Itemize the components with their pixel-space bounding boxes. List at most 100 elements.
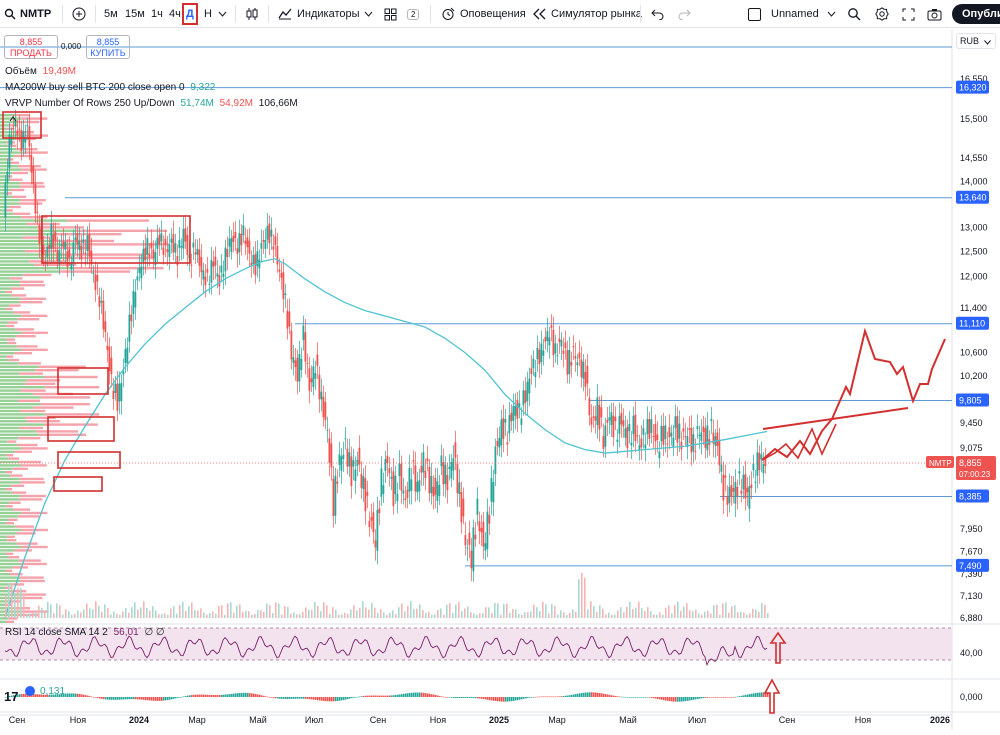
level-price-tag (956, 489, 989, 503)
candle-body (290, 330, 293, 360)
ao-bar (535, 696, 537, 698)
ao-bar (241, 692, 243, 697)
indicators-button[interactable]: Индикаторы (278, 0, 360, 28)
candle-body (270, 229, 273, 237)
candle-body (376, 509, 379, 551)
volume-profile-down-bar (44, 386, 100, 389)
rsi-legend[interactable]: RSI 14 close SMA 14 2 56,01 ∅ ∅ (5, 627, 165, 638)
timeframe-dropdown[interactable] (218, 0, 227, 28)
timeframe-4h[interactable]: 4ч (169, 8, 181, 20)
candle-body (122, 371, 125, 375)
ao-bar (643, 697, 645, 698)
volume-profile-up-bar (0, 556, 9, 559)
ao-bar (263, 695, 265, 697)
ao-bar (757, 692, 759, 697)
candle-body (554, 343, 557, 354)
candle-body (166, 249, 169, 252)
candle-body (674, 416, 677, 429)
snapshot-button[interactable] (927, 0, 942, 28)
candle-body (136, 276, 139, 281)
candle-body (684, 436, 687, 438)
volume-legend[interactable]: Объём 19,49M (5, 66, 76, 77)
ao-bar (617, 696, 619, 697)
ao-bar (163, 697, 165, 701)
timeframe-15m[interactable]: 15м (125, 8, 145, 20)
volume-profile-up-bar (0, 341, 8, 345)
fullscreen-button[interactable] (902, 0, 915, 28)
sell-button[interactable]: 8,855 ПРОДАТЬ (4, 35, 58, 59)
chart-type-button[interactable] (245, 0, 259, 28)
volume-bar (512, 608, 514, 618)
ma-legend[interactable]: MA200W buy sell BTC 200 close open 0 9,3… (5, 82, 215, 93)
volume-bar (152, 606, 154, 618)
volume-bar (524, 612, 526, 618)
y-tick-label: 6,880 (960, 613, 983, 623)
quick-search-button[interactable] (847, 0, 861, 28)
candle-body (728, 486, 731, 504)
currency-selector[interactable]: RUB (956, 33, 996, 49)
spread-value: 0,000 (61, 42, 82, 51)
candle-body (664, 425, 667, 440)
ao-bar (63, 693, 65, 697)
volume-bar (191, 602, 193, 618)
volume-profile-up-bar (0, 178, 11, 181)
chart-canvas[interactable]: 16,550 15,500 14,550 14,000 13,000 12,500 12,0… (0, 29, 1000, 730)
candle-body (502, 418, 505, 439)
candle-body (540, 343, 543, 363)
undo-button[interactable] (651, 0, 664, 28)
volume-bar (767, 613, 769, 618)
ao-bar (479, 697, 481, 699)
annotation-box (2, 111, 42, 139)
ao-bar (33, 694, 35, 697)
volume-profile-up-bar (0, 545, 22, 549)
ao-bar (181, 696, 183, 698)
ao-bar (173, 697, 175, 699)
redo-button[interactable] (678, 0, 691, 28)
volume-bar (110, 614, 112, 618)
volume-profile-down-bar (19, 576, 44, 579)
volume-profile-up-bar (0, 154, 15, 158)
volume-bar (641, 608, 643, 618)
replay-button[interactable]: Симулятор рынка (532, 0, 642, 28)
ao-bar (651, 697, 653, 698)
ao-legend[interactable]: 0,131 (40, 686, 65, 697)
volume-bar (287, 606, 289, 618)
candles-icon (246, 8, 258, 20)
compare-button[interactable] (72, 0, 86, 28)
candle-body (582, 361, 585, 379)
ao-bar (161, 697, 163, 701)
indicators-dropdown[interactable] (364, 0, 373, 28)
volume-profile-down-bar (73, 267, 164, 270)
ao-bar (465, 697, 467, 698)
candle-body (14, 120, 17, 127)
alerts-button[interactable]: Оповещения (441, 0, 526, 28)
ao-bar (593, 692, 595, 697)
volume-bar (95, 601, 97, 618)
timeframe-5m[interactable]: 5м (104, 8, 118, 20)
publish-button[interactable]: Опублик (952, 4, 1000, 24)
volume-profile-down-bar (7, 518, 18, 521)
settings-button[interactable] (875, 0, 889, 28)
volume-bar (722, 603, 724, 618)
ao-bar (369, 695, 371, 697)
vrvp-legend[interactable]: VRVP Number Of Rows 250 Up/Down 51,74M 5… (5, 98, 298, 109)
volume-profile-up-bar (0, 260, 30, 263)
symbol-search[interactable]: NMTP (4, 0, 51, 28)
timeframe-1h[interactable]: 1ч (151, 8, 163, 20)
timeframe-day[interactable]: Д (182, 3, 198, 25)
candle-body (412, 460, 415, 462)
candle-body (534, 372, 537, 377)
volume-profile-down-bar (20, 297, 46, 300)
x-axis-label: 2024 (129, 715, 149, 725)
layout-name-button[interactable]: Unnamed (748, 0, 836, 28)
ao-bar (107, 697, 109, 700)
layouts-button[interactable]: 2 (384, 0, 420, 28)
candle-body (380, 468, 383, 497)
buy-button[interactable]: 8,855 КУПИТЬ (86, 35, 130, 59)
candle-body (366, 492, 369, 496)
countdown-label: 07:00:23 (959, 470, 991, 479)
candle-body (446, 475, 449, 491)
volume-profile-down-bar (10, 178, 23, 181)
timeframe-week[interactable]: Н (204, 8, 212, 20)
chart-area[interactable]: 16,550 15,500 14,550 14,000 13,000 12,500 12,0… (0, 29, 1000, 730)
